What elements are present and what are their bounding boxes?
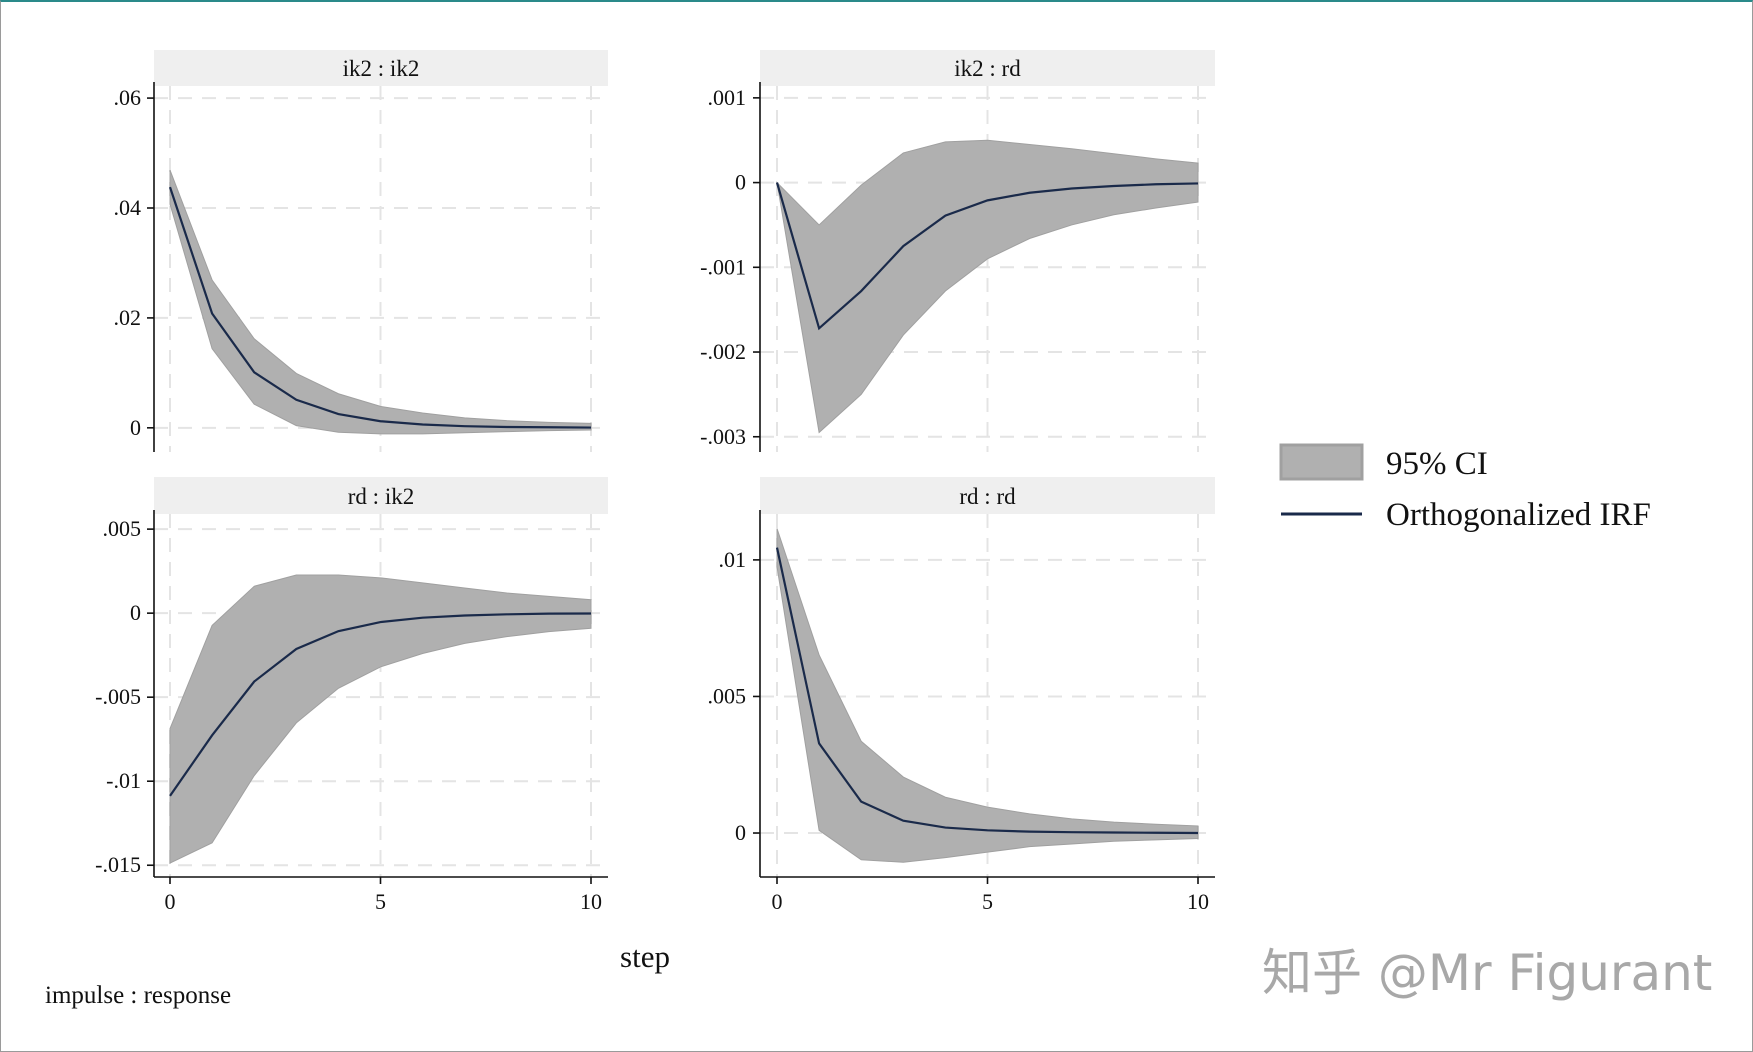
legend-ci-label: 95% CI: [1386, 446, 1488, 482]
impulse-response-note: impulse : response: [45, 982, 231, 1009]
y-tick-label: -.015: [95, 852, 141, 877]
y-tick-label: .02: [114, 305, 142, 330]
y-tick-label: 0: [735, 170, 746, 195]
panel-title: rd : rd: [959, 484, 1016, 509]
y-tick-label: .001: [708, 85, 747, 110]
x-tick-label: 10: [580, 889, 602, 914]
y-tick-label: .01: [719, 547, 747, 572]
panel-ik2-rd: ik2 : rd .001 0 -.001 -.002 -.003: [700, 50, 1215, 452]
x-tick-label: 0: [772, 889, 783, 914]
legend: 95% CI Orthogonalized IRF: [1281, 445, 1651, 533]
y-tick-label: .06: [114, 85, 142, 110]
watermark: 知乎 @Mr Figurant: [1262, 944, 1712, 1002]
y-tick-label: -.002: [700, 339, 746, 364]
y-tick-label: 0: [130, 600, 141, 625]
y-tick-label: 0: [735, 820, 746, 845]
y-tick-label: 0: [130, 415, 141, 440]
panel-title: ik2 : rd: [954, 56, 1021, 81]
panels: ik2 : ik2 .06 .04 .02 0 ik2 : rd .001 0 -.001 -.0…: [95, 50, 1215, 914]
y-tick-label: -.005: [95, 684, 141, 709]
y-tick-label: .04: [114, 195, 142, 220]
y-tick-label: -.01: [106, 768, 141, 793]
panel-title: ik2 : ik2: [343, 56, 420, 81]
x-tick-label: 5: [982, 889, 993, 914]
panel-title: rd : ik2: [348, 484, 414, 509]
y-tick-label: .005: [708, 683, 747, 708]
x-tick-label: 0: [165, 889, 176, 914]
panel-rd-rd: rd : rd .01 .005 0 0 5 10: [708, 477, 1216, 914]
legend-ci-swatch: [1281, 445, 1362, 479]
x-tick-label: 10: [1187, 889, 1209, 914]
y-tick-label: -.001: [700, 254, 746, 279]
legend-irf-label: Orthogonalized IRF: [1386, 497, 1651, 533]
x-axis-label: step: [620, 939, 670, 974]
y-tick-label: .005: [103, 516, 142, 541]
y-tick-label: -.003: [700, 424, 746, 449]
panel-ik2-ik2: ik2 : ik2 .06 .04 .02 0: [114, 50, 609, 452]
panel-rd-ik2: rd : ik2 .005 0 -.005 -.01 -.015 0 5 10: [95, 477, 608, 914]
x-tick-label: 5: [375, 889, 386, 914]
